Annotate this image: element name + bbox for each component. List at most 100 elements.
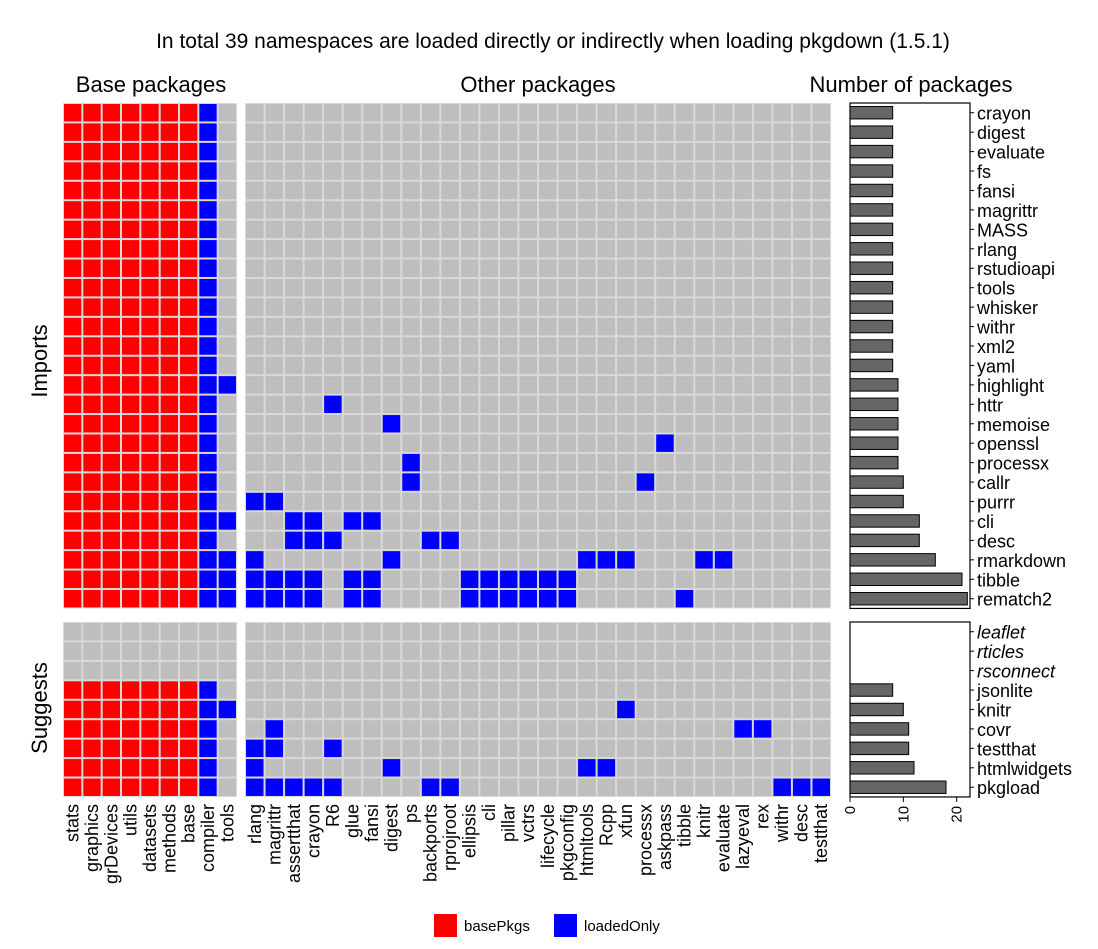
- heatmap-cell: [285, 337, 303, 355]
- heatmap-cell: [656, 240, 674, 258]
- heatmap-cell: [304, 739, 323, 758]
- heatmap-cell: [519, 376, 537, 394]
- heatmap-cell: [180, 278, 198, 297]
- heatmap-cell: [597, 453, 616, 472]
- heatmap-cell: [402, 240, 420, 258]
- heatmap-cell: [64, 104, 82, 122]
- heatmap-cell: [285, 181, 303, 200]
- heatmap-cell: [382, 531, 401, 550]
- heatmap-cell: [285, 512, 303, 530]
- heatmap-cell: [558, 220, 577, 239]
- heatmap-cell: [480, 531, 498, 550]
- column-label: htmltools: [577, 804, 597, 876]
- heatmap-cell: [402, 570, 420, 588]
- heatmap-cell: [102, 123, 120, 141]
- heatmap-cell: [402, 492, 420, 511]
- heatmap-cell: [285, 642, 303, 660]
- column-label: desc: [792, 804, 812, 842]
- heatmap-cell: [180, 453, 198, 472]
- heatmap-cell: [499, 298, 518, 316]
- heatmap-cell: [382, 739, 401, 758]
- heatmap-cell: [64, 739, 82, 758]
- count-bar: [849, 358, 894, 373]
- count-bar: [849, 683, 894, 697]
- heatmap-cell: [636, 492, 655, 511]
- heatmap-cell: [265, 337, 284, 355]
- heatmap-cell: [122, 551, 140, 569]
- heatmap-cell: [218, 278, 236, 297]
- heatmap-cell: [180, 104, 198, 122]
- heatmap-cell: [382, 317, 401, 336]
- heatmap-cell: [656, 395, 674, 414]
- heatmap-cell: [421, 356, 440, 375]
- heatmap-cell: [499, 220, 518, 239]
- heatmap-cell: [199, 415, 217, 433]
- row-label: fansi: [977, 181, 1015, 201]
- heatmap-cell: [199, 395, 217, 414]
- count-bar: [849, 280, 894, 295]
- heatmap-cell: [675, 453, 694, 472]
- heatmap-cell: [499, 395, 518, 414]
- heatmap-cell: [578, 642, 596, 660]
- heatmap-cell: [421, 681, 440, 699]
- heatmap-cell: [714, 681, 733, 699]
- heatmap-cell: [539, 720, 557, 738]
- column-label: magrittr: [264, 804, 284, 865]
- heatmap-cell: [180, 512, 198, 530]
- heatmap-cell: [218, 623, 236, 641]
- heatmap-cell: [102, 473, 120, 491]
- heatmap-cell: [675, 240, 694, 258]
- heatmap-cell: [792, 123, 811, 141]
- imports-group-label: Imports: [27, 324, 52, 397]
- heatmap-cell: [753, 570, 772, 588]
- heatmap-cell: [519, 720, 537, 738]
- heatmap-cell: [695, 778, 713, 796]
- heatmap-cell: [773, 551, 791, 569]
- heatmap-cell: [656, 376, 674, 394]
- heatmap-cell: [83, 104, 101, 122]
- heatmap-cell: [141, 642, 159, 660]
- heatmap-cell: [218, 590, 236, 608]
- heatmap-cell: [734, 317, 752, 336]
- heatmap-cell: [792, 453, 811, 472]
- heatmap-cell: [304, 356, 323, 375]
- heatmap-cell: [753, 681, 772, 699]
- heatmap-cell: [402, 259, 420, 277]
- heatmap-cell: [382, 395, 401, 414]
- heatmap-cell: [617, 356, 635, 375]
- heatmap-cell: [180, 473, 198, 491]
- heatmap-cell: [773, 104, 791, 122]
- heatmap-cell: [792, 720, 811, 738]
- heatmap-cell: [753, 492, 772, 511]
- heatmap-cell: [83, 415, 101, 433]
- heatmap-cell: [617, 123, 635, 141]
- heatmap-cell: [675, 512, 694, 530]
- heatmap-cell: [753, 415, 772, 433]
- heatmap-cell: [499, 551, 518, 569]
- heatmap-cell: [285, 778, 303, 796]
- heatmap-cell: [421, 453, 440, 472]
- heatmap-cell: [597, 259, 616, 277]
- heatmap-cell: [558, 720, 577, 738]
- heatmap-cell: [218, 240, 236, 258]
- heatmap-cell: [382, 356, 401, 375]
- row-label: desc: [977, 531, 1015, 551]
- heatmap-cell: [343, 739, 362, 758]
- heatmap-cell: [578, 356, 596, 375]
- heatmap-cell: [539, 395, 557, 414]
- heatmap-cell: [773, 415, 791, 433]
- heatmap-cell: [64, 298, 82, 316]
- heatmap-cell: [160, 220, 178, 239]
- heatmap-cell: [421, 720, 440, 738]
- heatmap-cell: [421, 317, 440, 336]
- heatmap-cell: [141, 356, 159, 375]
- column-label: xfun: [616, 804, 636, 838]
- heatmap-cell: [558, 162, 577, 180]
- heatmap-cell: [122, 642, 140, 660]
- heatmap-cell: [324, 104, 342, 122]
- heatmap-cell: [617, 570, 635, 588]
- heatmap-cell: [421, 512, 440, 530]
- heatmap-cell: [199, 376, 217, 394]
- heatmap-cell: [714, 337, 733, 355]
- heatmap-cell: [382, 278, 401, 297]
